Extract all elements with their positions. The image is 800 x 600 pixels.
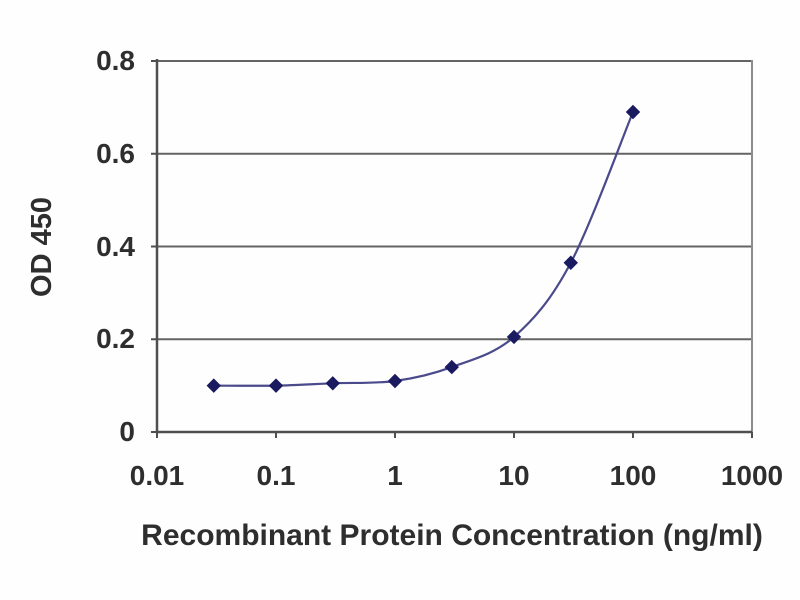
data-point-marker bbox=[625, 104, 641, 120]
y-tick-label: 0.8 bbox=[96, 45, 135, 76]
y-tick-label: 0 bbox=[119, 416, 135, 447]
x-tick-label: 0.01 bbox=[129, 460, 185, 491]
y-tick-label: 0.2 bbox=[96, 323, 135, 355]
data-point-marker bbox=[206, 378, 221, 393]
x-tick-label: 1000 bbox=[720, 460, 784, 491]
x-tick-label: 10 bbox=[498, 460, 530, 491]
data-point-marker bbox=[387, 373, 403, 389]
data-point-marker bbox=[325, 376, 340, 391]
y-tick-label: 0.4 bbox=[96, 230, 135, 262]
data-point-marker bbox=[444, 359, 459, 375]
data-point-marker bbox=[563, 255, 578, 270]
data-point-marker bbox=[506, 329, 522, 345]
x-tick-label: 100 bbox=[609, 460, 657, 491]
x-tick-label: 1 bbox=[387, 460, 403, 491]
data-point-marker bbox=[268, 378, 284, 393]
x-tick-label: 0.1 bbox=[256, 460, 296, 491]
y-tick-label: 0.6 bbox=[96, 137, 135, 169]
x-axis-title: Recombinant Protein Concentration (ng/ml… bbox=[141, 519, 763, 552]
